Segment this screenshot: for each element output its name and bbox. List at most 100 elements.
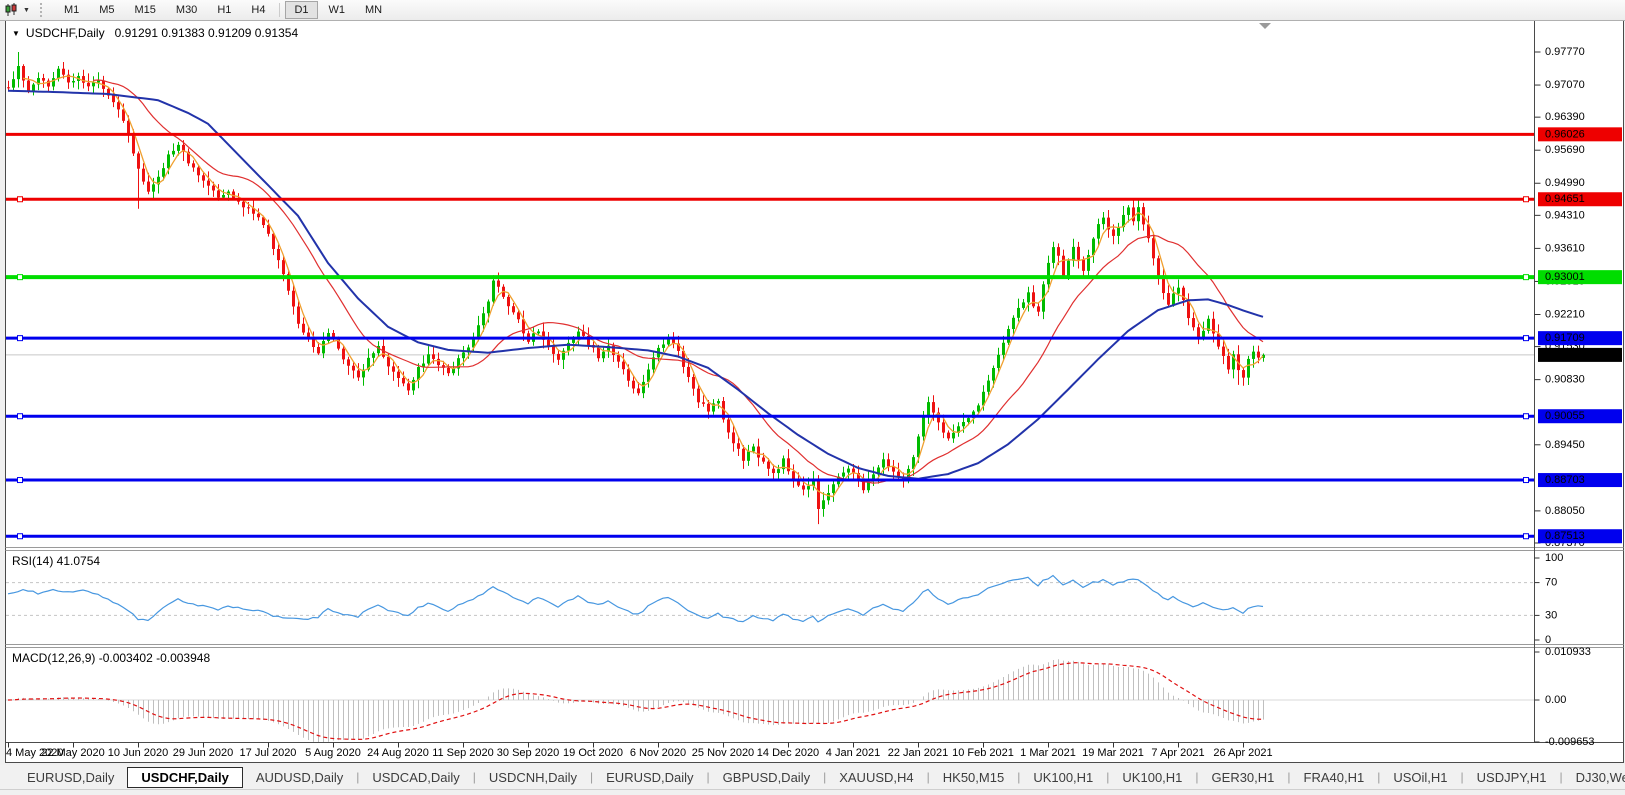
- svg-text:26 Apr 2021: 26 Apr 2021: [1213, 747, 1272, 759]
- toolbar-grip[interactable]: [39, 3, 47, 17]
- timeframe-button-m5[interactable]: M5: [99, 4, 115, 16]
- svg-text:0.96026: 0.96026: [1545, 128, 1585, 140]
- svg-text:100: 100: [1545, 552, 1563, 564]
- svg-text:25 Nov 2020: 25 Nov 2020: [692, 747, 754, 759]
- timeframe-button-m15[interactable]: M15: [134, 4, 156, 16]
- svg-text:24 Aug 2020: 24 Aug 2020: [367, 747, 429, 759]
- tab-separator: |: [1195, 770, 1199, 784]
- chart-shift-marker-icon: [1259, 23, 1271, 29]
- svg-text:0.010933: 0.010933: [1545, 646, 1591, 658]
- chart-tab-uk100-h1[interactable]: UK100,H1: [1033, 769, 1094, 785]
- svg-text:0.90055: 0.90055: [1545, 410, 1585, 422]
- tab-separator: |: [823, 770, 827, 784]
- svg-text:0.92210: 0.92210: [1545, 308, 1585, 320]
- svg-text:0.87513: 0.87513: [1545, 530, 1585, 542]
- status-strip: [0, 789, 1625, 795]
- timeframe-buttons: M1 M5 M15 M30 H1 H4 D1 W1 MN: [54, 1, 392, 19]
- svg-text:30: 30: [1545, 609, 1557, 621]
- chart-tab-dj30-weekly[interactable]: DJ30,Weekly: [1575, 769, 1625, 785]
- chart-title-ohlc: 0.91291 0.91383 0.91209 0.91354: [114, 26, 299, 40]
- svg-text:1 Mar 2021: 1 Mar 2021: [1020, 747, 1076, 759]
- chart-tab-fra40-h1[interactable]: FRA40,H1: [1303, 769, 1365, 785]
- svg-text:0.94651: 0.94651: [1545, 193, 1585, 205]
- svg-text:0.93610: 0.93610: [1545, 242, 1585, 254]
- svg-text:22 Jan 2021: 22 Jan 2021: [888, 747, 949, 759]
- tab-separator: |: [1017, 770, 1021, 784]
- chart-tab-audusd-daily[interactable]: AUDUSD,Daily: [255, 769, 344, 785]
- toolbar-separator: [279, 3, 281, 17]
- chart-title-symbol: USDCHF,Daily: [25, 26, 105, 40]
- svg-text:0.96390: 0.96390: [1545, 111, 1585, 123]
- candlestick-chart-icon: [5, 3, 17, 16]
- svg-text:22 May 2020: 22 May 2020: [41, 747, 105, 759]
- chart-tab-usoil-h1[interactable]: USOil,H1: [1393, 769, 1448, 785]
- chart-tab-usdcad-daily[interactable]: USDCAD,Daily: [372, 769, 460, 785]
- tab-separator: |: [1460, 770, 1464, 784]
- chart-tab-usdcnh-daily[interactable]: USDCNH,Daily: [488, 769, 578, 785]
- svg-text:14 Dec 2020: 14 Dec 2020: [757, 747, 819, 759]
- price-badges: 0.96026 0.94651 0.93001 0.91709 0.90055 0.887…: [1538, 127, 1622, 544]
- tab-separator: |: [356, 770, 360, 784]
- chart-tab-usdchf-daily[interactable]: USDCHF,Daily: [127, 766, 243, 788]
- tab-separator: |: [1559, 770, 1563, 784]
- tab-separator: |: [706, 770, 710, 784]
- chart-tab-ger30-h1[interactable]: GER30,H1: [1211, 769, 1275, 785]
- chart-type-button[interactable]: ▼: [0, 2, 35, 18]
- chart-tab-eurusd-daily[interactable]: EURUSD,Daily: [27, 769, 115, 785]
- svg-text:-0.009653: -0.009653: [1545, 736, 1595, 748]
- svg-text:7 Apr 2021: 7 Apr 2021: [1151, 747, 1204, 759]
- svg-text:0.91354: 0.91354: [1545, 349, 1585, 361]
- svg-text:0.94310: 0.94310: [1545, 209, 1585, 221]
- svg-text:0.94990: 0.94990: [1545, 177, 1585, 189]
- timeframe-button-m1[interactable]: M1: [63, 4, 80, 16]
- chart-tab-eurusd-daily[interactable]: EURUSD,Daily: [606, 769, 694, 785]
- horizontal-lines-layer[interactable]: [6, 132, 1534, 540]
- chart-tabs-bar: EURUSD,Daily USDCHF,Daily AUDUSD,Daily | USD…: [0, 765, 1625, 789]
- chart-tab-gbpusd-daily[interactable]: GBPUSD,Daily: [722, 769, 811, 785]
- rsi-indicator-label: RSI(14) 41.0754: [12, 554, 101, 568]
- chart-tab-xauusd-h4[interactable]: XAUUSD,H4: [839, 769, 914, 785]
- tab-separator: |: [1287, 770, 1291, 784]
- chart-tab-usdjpy-h1[interactable]: USDJPY,H1: [1476, 769, 1547, 785]
- timeframe-button-mn[interactable]: MN: [365, 4, 383, 16]
- svg-text:10 Jun 2020: 10 Jun 2020: [108, 747, 169, 759]
- collapse-chart-icon[interactable]: ▼: [12, 29, 20, 38]
- tab-separator: |: [590, 770, 594, 784]
- tab-separator: |: [1377, 770, 1381, 784]
- chart-title[interactable]: ▼ USDCHF,Daily 0.91291 0.91383 0.91209 0.9…: [12, 26, 298, 40]
- timeframe-button-m30[interactable]: M30: [175, 4, 198, 16]
- svg-text:19 Mar 2021: 19 Mar 2021: [1082, 747, 1144, 759]
- svg-text:0.97770: 0.97770: [1545, 46, 1585, 58]
- dropdown-caret-icon: ▼: [23, 6, 30, 14]
- svg-text:0.90830: 0.90830: [1545, 374, 1585, 386]
- svg-text:4 Jan 2021: 4 Jan 2021: [826, 747, 880, 759]
- timeframe-button-h4[interactable]: H4: [251, 4, 266, 16]
- svg-text:0.88050: 0.88050: [1545, 505, 1585, 517]
- svg-text:0.91709: 0.91709: [1545, 332, 1585, 344]
- timeframe-button-h1[interactable]: H1: [217, 4, 232, 16]
- svg-text:17 Jul 2020: 17 Jul 2020: [240, 747, 297, 759]
- tab-separator: |: [1106, 770, 1110, 784]
- svg-text:4 May 2020: 4 May 2020: [6, 747, 63, 759]
- svg-text:0.89450: 0.89450: [1545, 439, 1585, 451]
- svg-text:0.95690: 0.95690: [1545, 144, 1585, 156]
- rsi-line: [7, 574, 1264, 623]
- timeframe-toolbar: ▼ M1 M5 M15 M30 H1 H4 D1 W1 MN: [0, 0, 1625, 21]
- svg-text:0: 0: [1545, 634, 1551, 646]
- svg-text:5 Aug 2020: 5 Aug 2020: [305, 747, 361, 759]
- tab-separator: |: [472, 770, 476, 784]
- svg-text:0.00: 0.00: [1545, 694, 1566, 706]
- macd-signal-line: [7, 662, 1264, 741]
- tab-separator: |: [926, 770, 930, 784]
- timeframe-button-d1[interactable]: D1: [285, 1, 318, 19]
- svg-text:10 Feb 2021: 10 Feb 2021: [952, 747, 1014, 759]
- chart-tab-uk100-h1[interactable]: UK100,H1: [1122, 769, 1183, 785]
- timeframe-button-w1[interactable]: W1: [328, 4, 346, 16]
- svg-text:0.88703: 0.88703: [1545, 474, 1585, 486]
- chart-tab-hk50-m15[interactable]: HK50,M15: [942, 769, 1005, 785]
- svg-text:70: 70: [1545, 577, 1557, 589]
- svg-text:0.97070: 0.97070: [1545, 79, 1585, 91]
- svg-text:0.93001: 0.93001: [1545, 271, 1585, 283]
